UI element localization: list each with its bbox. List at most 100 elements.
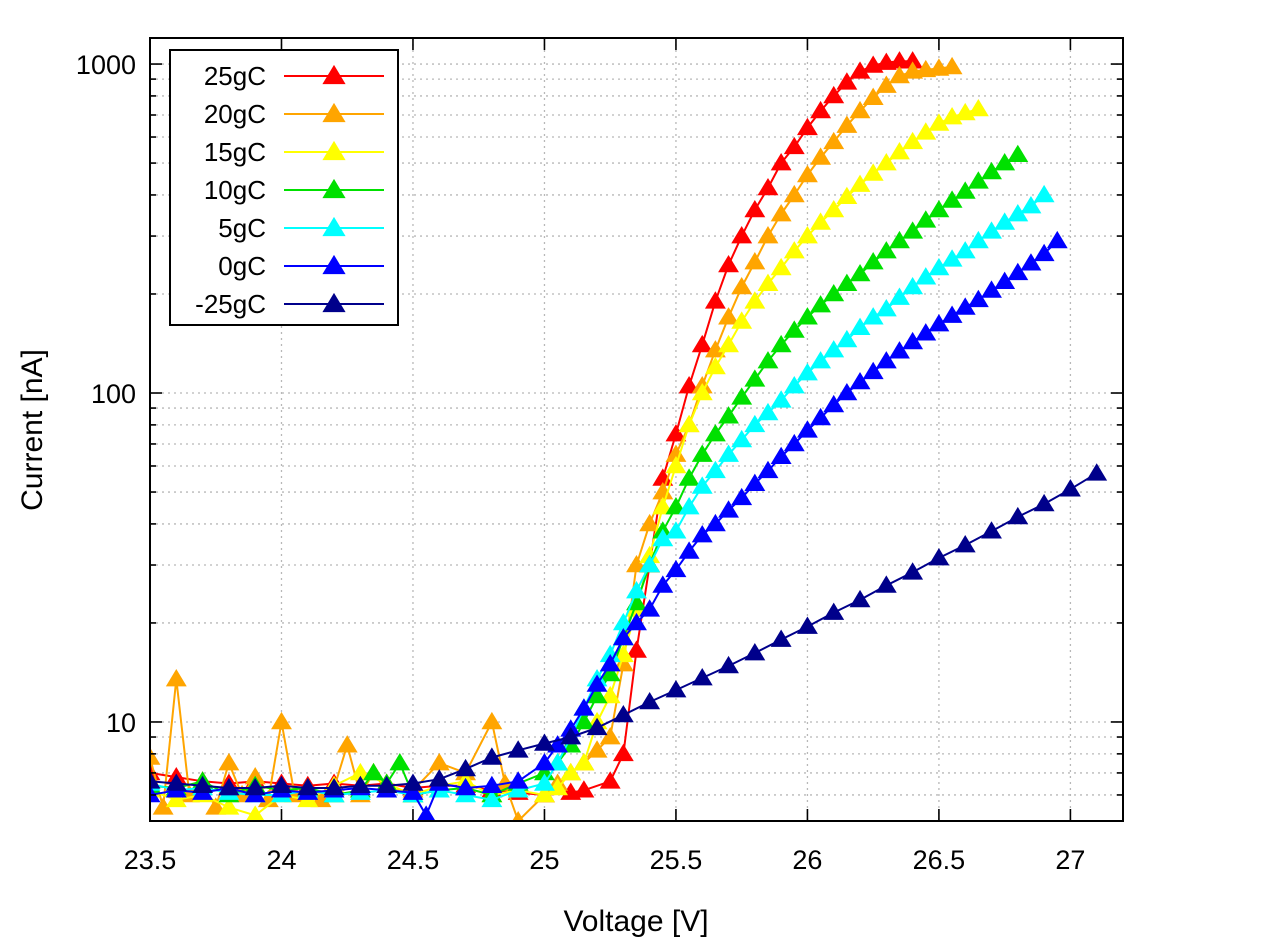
data-point — [150, 747, 161, 765]
data-point — [560, 762, 582, 781]
data-point — [297, 777, 319, 796]
data-point — [862, 307, 884, 325]
data-point — [639, 554, 661, 573]
data-point — [599, 644, 621, 663]
data-point — [731, 487, 753, 506]
data-point — [928, 314, 950, 332]
data-point — [849, 61, 871, 79]
data-point — [455, 777, 477, 796]
data-point — [744, 199, 766, 218]
data-point — [349, 762, 371, 781]
data-point — [823, 199, 845, 218]
data-point — [612, 743, 634, 762]
data-point — [928, 257, 950, 276]
data-point — [823, 340, 845, 358]
tick-labels: 23.5 24 24.5 25 25.5 26 26.5 27 10 100 1000 — [76, 50, 1086, 875]
data-point — [902, 276, 924, 295]
data-point — [612, 704, 634, 723]
data-point — [981, 521, 1002, 539]
data-point — [612, 644, 634, 663]
series--25gC — [150, 463, 1108, 796]
legend-swatch-marker — [322, 292, 346, 313]
data-point — [744, 473, 766, 492]
data-point — [849, 589, 871, 608]
legend-label: 20gC — [204, 99, 266, 129]
data-point — [875, 75, 897, 93]
data-point — [678, 414, 700, 433]
data-point — [731, 276, 753, 295]
data-point — [150, 771, 161, 789]
legend-label: 5gC — [218, 213, 266, 243]
data-point — [810, 147, 832, 165]
data-point — [796, 420, 818, 438]
data-point — [573, 698, 595, 716]
data-point — [363, 762, 384, 781]
data-point — [416, 805, 436, 821]
data-point — [770, 390, 792, 408]
legend: 25gC 20gC 15gC 10gC 5gC 0gC -25gC — [169, 49, 399, 326]
data-point — [323, 777, 345, 796]
data-point — [691, 667, 713, 686]
data-point — [849, 263, 871, 282]
data-point — [402, 782, 424, 800]
data-point — [665, 455, 687, 474]
data-point — [770, 153, 792, 171]
data-point — [586, 717, 608, 736]
data-point — [744, 414, 766, 433]
data-point — [823, 602, 845, 620]
data-point — [639, 599, 661, 617]
data-point — [823, 131, 845, 150]
data-point — [770, 257, 792, 276]
data-point — [310, 789, 332, 808]
data-point — [389, 753, 411, 771]
data-point — [836, 72, 858, 90]
data-point — [704, 424, 726, 442]
legend-box — [169, 49, 399, 326]
data-point — [507, 740, 529, 758]
data-point — [954, 535, 976, 553]
data-point — [652, 497, 674, 515]
data-point — [770, 629, 792, 647]
data-point — [994, 271, 1016, 289]
data-point — [862, 87, 884, 106]
data-point — [836, 115, 858, 133]
data-point — [704, 356, 726, 375]
data-point — [757, 402, 779, 421]
data-point — [915, 210, 937, 228]
x-axis-title: Voltage [V] — [563, 905, 708, 938]
data-point — [941, 305, 963, 323]
data-point — [941, 249, 963, 267]
data-point — [626, 640, 647, 658]
data-point — [823, 283, 845, 302]
data-point — [915, 122, 937, 140]
data-point — [954, 241, 976, 259]
data-point — [560, 726, 582, 745]
legend-label: 15gC — [204, 137, 266, 167]
data-point — [810, 212, 832, 230]
data-point — [428, 769, 450, 787]
data-point — [796, 164, 818, 183]
data-point — [1020, 196, 1042, 214]
data-point — [534, 733, 555, 751]
data-point — [954, 297, 976, 315]
data-point — [770, 203, 792, 222]
data-point — [205, 797, 227, 815]
data-point — [599, 771, 621, 789]
data-point — [796, 616, 818, 634]
data-point — [639, 545, 661, 564]
data-point — [336, 735, 358, 753]
data-point — [849, 174, 871, 192]
data-point — [218, 753, 240, 771]
data-point — [678, 497, 700, 515]
data-point — [770, 446, 792, 465]
y-tick-label: 1000 — [76, 50, 136, 80]
data-point — [889, 287, 910, 305]
data-point — [665, 680, 687, 698]
data-point — [626, 554, 647, 573]
data-point — [902, 562, 924, 580]
data-point — [678, 468, 700, 486]
data-point — [928, 548, 950, 566]
data-point — [875, 153, 897, 171]
data-point — [928, 199, 950, 218]
data-point — [599, 654, 621, 672]
